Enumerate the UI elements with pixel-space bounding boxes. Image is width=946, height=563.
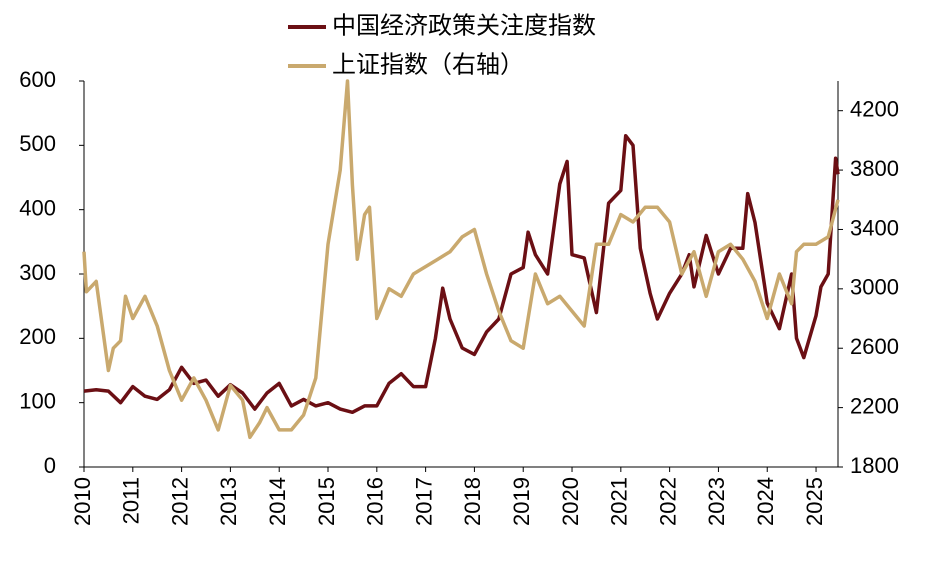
x-tick-label: 2013 (216, 477, 241, 526)
x-tick-label: 2023 (704, 477, 729, 526)
y2-tick-label: 2200 (850, 393, 899, 418)
series-line (82, 79, 840, 440)
x-tick-label: 2016 (363, 477, 388, 526)
y2-tick-label: 4200 (850, 97, 899, 122)
x-tick-label: 2020 (558, 477, 583, 526)
y2-tick-label: 2600 (850, 334, 899, 359)
x-tick-label: 2025 (802, 477, 827, 526)
y-tick-label: 200 (19, 324, 56, 349)
y2-tick-label: 3800 (850, 156, 899, 181)
x-tick-label: 2010 (70, 477, 95, 526)
y2-tick-label: 1800 (850, 453, 899, 478)
y2-tick-label: 3400 (850, 215, 899, 240)
y-tick-label: 300 (19, 260, 56, 285)
legend-label: 中国经济政策关注度指数 (332, 12, 596, 39)
x-tick-label: 2017 (411, 477, 436, 526)
x-tick-label: 2011 (119, 477, 144, 524)
x-tick-label: 2015 (314, 477, 339, 526)
x-tick-label: 2021 (607, 477, 632, 526)
x-tick-label: 2022 (655, 477, 680, 526)
legend-label: 上证指数（右轴） (332, 51, 524, 78)
y2-tick-label: 3000 (850, 275, 899, 300)
y-tick-label: 400 (19, 195, 56, 220)
y-tick-label: 600 (19, 67, 56, 92)
y-tick-label: 100 (19, 388, 56, 413)
y-tick-label: 0 (44, 453, 56, 478)
x-tick-label: 2024 (753, 477, 778, 526)
series-line (83, 133, 840, 415)
y-tick-label: 500 (19, 131, 56, 156)
x-tick-label: 2018 (460, 477, 485, 526)
x-tick-label: 2012 (167, 477, 192, 526)
x-tick-label: 2014 (265, 477, 290, 526)
x-tick-label: 2019 (509, 477, 534, 526)
